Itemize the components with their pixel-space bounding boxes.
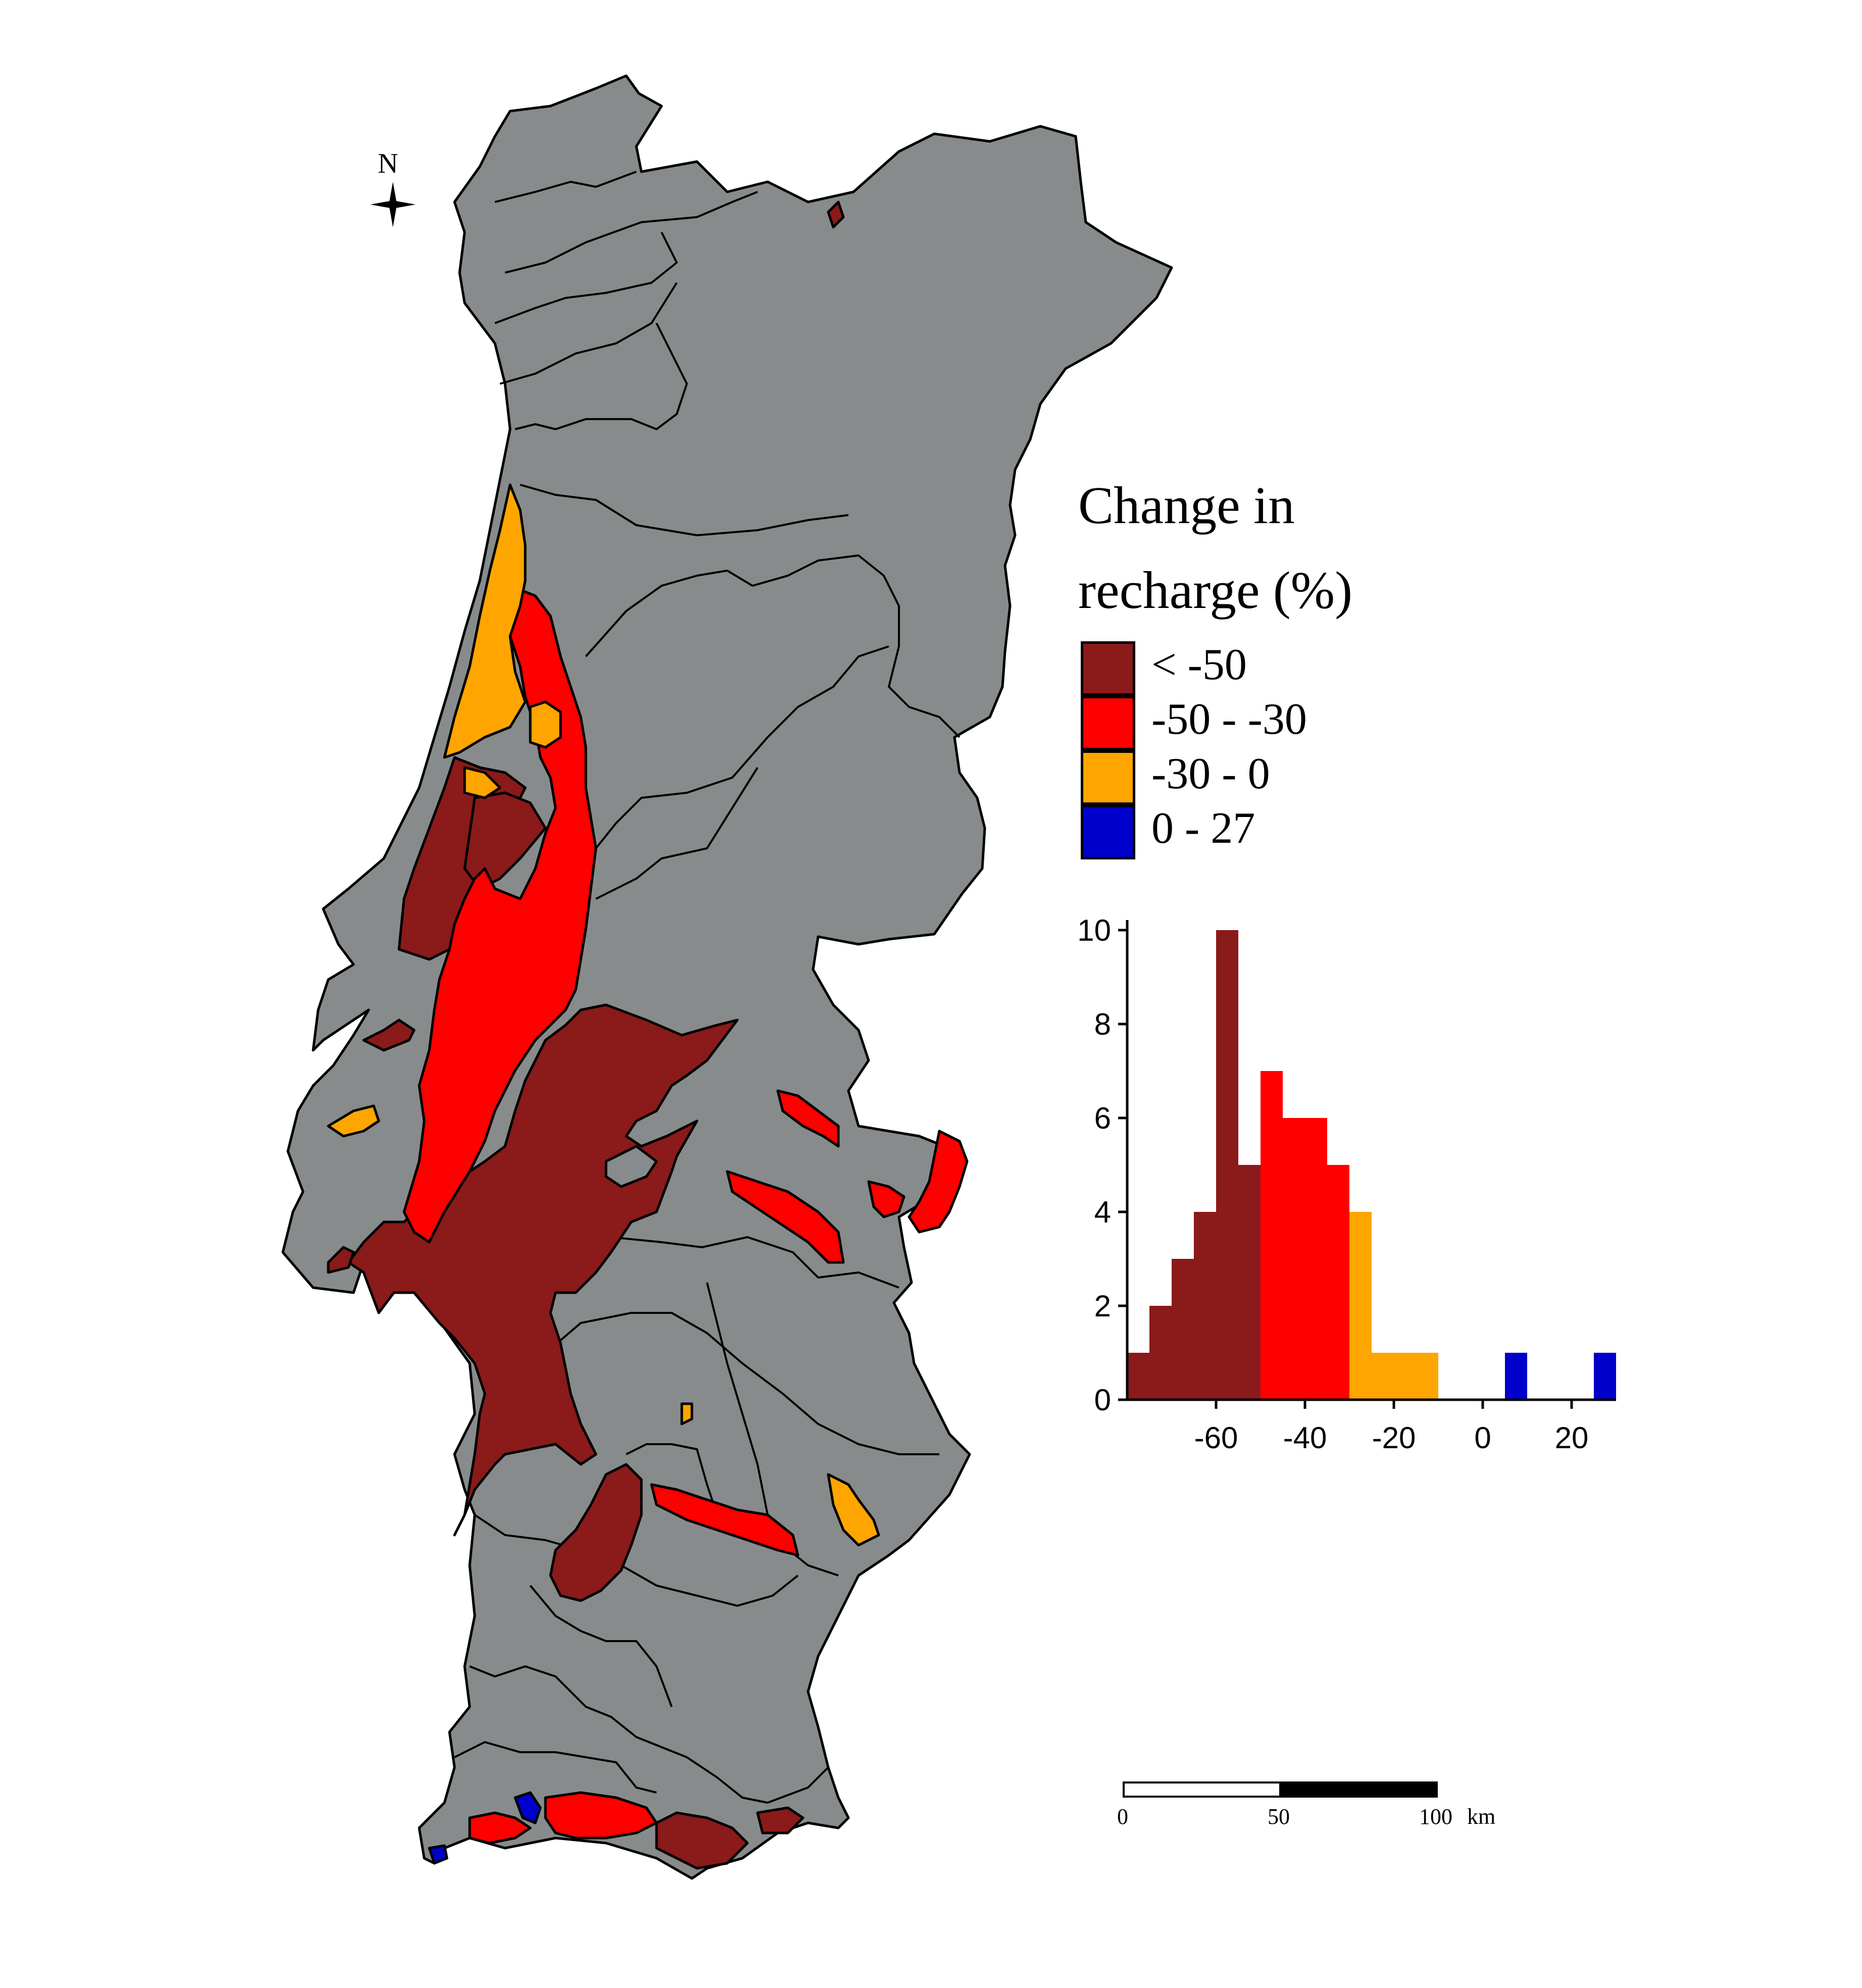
zones-severe-decrease — [327, 200, 845, 1870]
legend-swatch-increase — [1081, 805, 1135, 859]
legend-label-increase: 0 - 27 — [1151, 804, 1255, 853]
legend-title-line1: Change in — [1078, 476, 1295, 535]
legend-item-slight: -30 - 0 — [1081, 749, 1434, 805]
legend-item-severe: < -50 — [1081, 640, 1434, 696]
zones-moderate-decrease — [402, 584, 969, 1845]
legend-item-increase: 0 - 27 — [1081, 804, 1434, 859]
legend-swatch-slight — [1081, 750, 1135, 805]
legend-swatch-moderate — [1081, 696, 1135, 750]
zones-increase — [428, 1791, 542, 1865]
legend-label-slight: -30 - 0 — [1151, 749, 1270, 798]
scale-unit: km — [1467, 1804, 1496, 1829]
legend-title-line2: recharge (%) — [1078, 560, 1353, 620]
legend-label-severe: < -50 — [1151, 640, 1247, 689]
scale-tick-100: 100 — [1419, 1804, 1452, 1829]
legend-item-moderate: -50 - -30 — [1081, 695, 1434, 750]
north-arrow-icon — [370, 182, 416, 227]
scale-bar — [1123, 1781, 1438, 1798]
mainland-portugal — [281, 74, 1173, 1880]
scale-tick-0: 0 — [1117, 1804, 1128, 1829]
legend-swatch-severe — [1081, 641, 1135, 696]
legend-label-moderate: -50 - -30 — [1151, 695, 1307, 744]
north-label: N — [378, 148, 398, 179]
scale-tick-50: 50 — [1268, 1804, 1290, 1829]
zones-slight-decrease — [327, 483, 880, 1547]
